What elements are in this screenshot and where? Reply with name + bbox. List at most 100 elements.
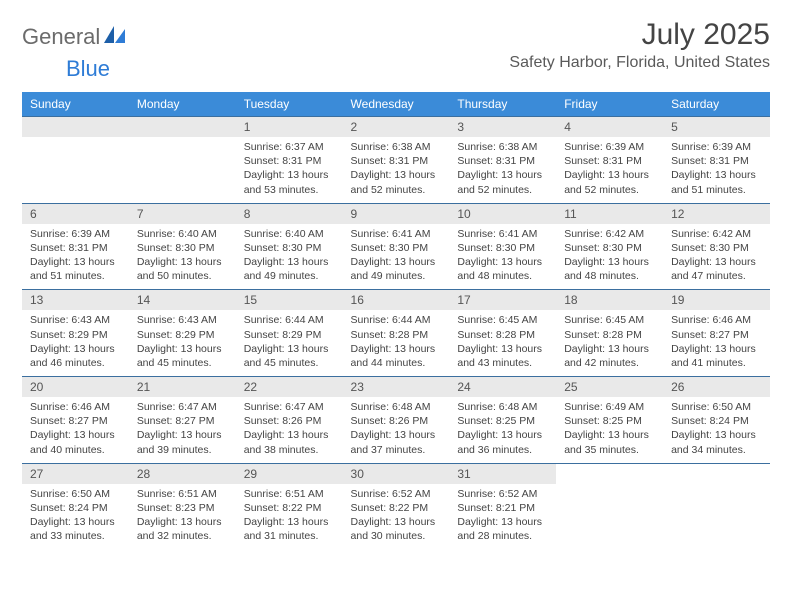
day-number: 18 — [556, 290, 663, 310]
calendar-day-cell: 10Sunrise: 6:41 AMSunset: 8:30 PMDayligh… — [449, 203, 556, 290]
calendar-day-cell: 29Sunrise: 6:51 AMSunset: 8:22 PMDayligh… — [236, 463, 343, 549]
weekday-header: Monday — [129, 92, 236, 117]
calendar-day-cell: 2Sunrise: 6:38 AMSunset: 8:31 PMDaylight… — [343, 117, 450, 204]
calendar-day-cell: 31Sunrise: 6:52 AMSunset: 8:21 PMDayligh… — [449, 463, 556, 549]
day-content: Sunrise: 6:47 AMSunset: 8:27 PMDaylight:… — [129, 397, 236, 463]
weekday-header: Wednesday — [343, 92, 450, 117]
day-content: Sunrise: 6:43 AMSunset: 8:29 PMDaylight:… — [129, 310, 236, 376]
calendar-day-cell: 26Sunrise: 6:50 AMSunset: 8:24 PMDayligh… — [663, 377, 770, 464]
day-number: 30 — [343, 464, 450, 484]
day-number: 22 — [236, 377, 343, 397]
day-content: Sunrise: 6:50 AMSunset: 8:24 PMDaylight:… — [22, 484, 129, 550]
weekday-header-row: SundayMondayTuesdayWednesdayThursdayFrid… — [22, 92, 770, 117]
day-number: 26 — [663, 377, 770, 397]
calendar-row: 13Sunrise: 6:43 AMSunset: 8:29 PMDayligh… — [22, 290, 770, 377]
day-content: Sunrise: 6:52 AMSunset: 8:21 PMDaylight:… — [449, 484, 556, 550]
day-content: Sunrise: 6:48 AMSunset: 8:25 PMDaylight:… — [449, 397, 556, 463]
day-number: 10 — [449, 204, 556, 224]
calendar-day-cell: 16Sunrise: 6:44 AMSunset: 8:28 PMDayligh… — [343, 290, 450, 377]
day-number: 25 — [556, 377, 663, 397]
calendar-day-cell: 18Sunrise: 6:45 AMSunset: 8:28 PMDayligh… — [556, 290, 663, 377]
calendar-day-cell: 27Sunrise: 6:50 AMSunset: 8:24 PMDayligh… — [22, 463, 129, 549]
weekday-header: Thursday — [449, 92, 556, 117]
calendar-day-cell: 20Sunrise: 6:46 AMSunset: 8:27 PMDayligh… — [22, 377, 129, 464]
calendar-row: 27Sunrise: 6:50 AMSunset: 8:24 PMDayligh… — [22, 463, 770, 549]
calendar-row: 6Sunrise: 6:39 AMSunset: 8:31 PMDaylight… — [22, 203, 770, 290]
day-content: Sunrise: 6:50 AMSunset: 8:24 PMDaylight:… — [663, 397, 770, 463]
calendar-day-cell: 8Sunrise: 6:40 AMSunset: 8:30 PMDaylight… — [236, 203, 343, 290]
day-number: 1 — [236, 117, 343, 137]
calendar-day-cell: 28Sunrise: 6:51 AMSunset: 8:23 PMDayligh… — [129, 463, 236, 549]
day-content: Sunrise: 6:52 AMSunset: 8:22 PMDaylight:… — [343, 484, 450, 550]
day-content: Sunrise: 6:40 AMSunset: 8:30 PMDaylight:… — [236, 224, 343, 290]
day-number: 14 — [129, 290, 236, 310]
calendar-day-cell: 12Sunrise: 6:42 AMSunset: 8:30 PMDayligh… — [663, 203, 770, 290]
calendar-day-cell: 25Sunrise: 6:49 AMSunset: 8:25 PMDayligh… — [556, 377, 663, 464]
day-content: Sunrise: 6:39 AMSunset: 8:31 PMDaylight:… — [22, 224, 129, 290]
calendar-day-cell: 14Sunrise: 6:43 AMSunset: 8:29 PMDayligh… — [129, 290, 236, 377]
calendar-table: SundayMondayTuesdayWednesdayThursdayFrid… — [22, 92, 770, 549]
day-content: Sunrise: 6:45 AMSunset: 8:28 PMDaylight:… — [556, 310, 663, 376]
day-number: 11 — [556, 204, 663, 224]
calendar-day-cell: 19Sunrise: 6:46 AMSunset: 8:27 PMDayligh… — [663, 290, 770, 377]
day-number-empty — [22, 117, 129, 137]
day-content: Sunrise: 6:44 AMSunset: 8:28 PMDaylight:… — [343, 310, 450, 376]
calendar-body: 1Sunrise: 6:37 AMSunset: 8:31 PMDaylight… — [22, 117, 770, 550]
calendar-day-cell: 30Sunrise: 6:52 AMSunset: 8:22 PMDayligh… — [343, 463, 450, 549]
day-content: Sunrise: 6:43 AMSunset: 8:29 PMDaylight:… — [22, 310, 129, 376]
day-content: Sunrise: 6:47 AMSunset: 8:26 PMDaylight:… — [236, 397, 343, 463]
day-content: Sunrise: 6:48 AMSunset: 8:26 PMDaylight:… — [343, 397, 450, 463]
day-content: Sunrise: 6:42 AMSunset: 8:30 PMDaylight:… — [663, 224, 770, 290]
calendar-day-cell: 24Sunrise: 6:48 AMSunset: 8:25 PMDayligh… — [449, 377, 556, 464]
day-number: 17 — [449, 290, 556, 310]
day-content: Sunrise: 6:46 AMSunset: 8:27 PMDaylight:… — [663, 310, 770, 376]
calendar-day-cell: 13Sunrise: 6:43 AMSunset: 8:29 PMDayligh… — [22, 290, 129, 377]
day-content: Sunrise: 6:40 AMSunset: 8:30 PMDaylight:… — [129, 224, 236, 290]
calendar-empty-cell — [663, 463, 770, 549]
day-content: Sunrise: 6:38 AMSunset: 8:31 PMDaylight:… — [449, 137, 556, 203]
calendar-day-cell: 15Sunrise: 6:44 AMSunset: 8:29 PMDayligh… — [236, 290, 343, 377]
logo-text-blue: Blue — [66, 56, 110, 81]
day-content: Sunrise: 6:41 AMSunset: 8:30 PMDaylight:… — [449, 224, 556, 290]
day-number: 23 — [343, 377, 450, 397]
day-number: 27 — [22, 464, 129, 484]
weekday-header: Sunday — [22, 92, 129, 117]
calendar-empty-cell — [22, 117, 129, 204]
logo: General — [22, 24, 128, 50]
day-number: 20 — [22, 377, 129, 397]
logo-sail-icon — [104, 26, 126, 49]
calendar-day-cell: 6Sunrise: 6:39 AMSunset: 8:31 PMDaylight… — [22, 203, 129, 290]
calendar-day-cell: 3Sunrise: 6:38 AMSunset: 8:31 PMDaylight… — [449, 117, 556, 204]
day-number: 7 — [129, 204, 236, 224]
day-number: 6 — [22, 204, 129, 224]
day-content: Sunrise: 6:44 AMSunset: 8:29 PMDaylight:… — [236, 310, 343, 376]
day-number: 8 — [236, 204, 343, 224]
page-title: July 2025 — [509, 18, 770, 52]
location-text: Safety Harbor, Florida, United States — [509, 54, 770, 72]
day-content: Sunrise: 6:39 AMSunset: 8:31 PMDaylight:… — [663, 137, 770, 203]
logo-text-general: General — [22, 24, 100, 50]
day-number: 9 — [343, 204, 450, 224]
day-number: 29 — [236, 464, 343, 484]
day-number: 3 — [449, 117, 556, 137]
day-number: 19 — [663, 290, 770, 310]
day-content: Sunrise: 6:42 AMSunset: 8:30 PMDaylight:… — [556, 224, 663, 290]
day-content: Sunrise: 6:49 AMSunset: 8:25 PMDaylight:… — [556, 397, 663, 463]
calendar-day-cell: 22Sunrise: 6:47 AMSunset: 8:26 PMDayligh… — [236, 377, 343, 464]
day-content: Sunrise: 6:39 AMSunset: 8:31 PMDaylight:… — [556, 137, 663, 203]
weekday-header: Tuesday — [236, 92, 343, 117]
day-number: 12 — [663, 204, 770, 224]
calendar-day-cell: 17Sunrise: 6:45 AMSunset: 8:28 PMDayligh… — [449, 290, 556, 377]
day-content: Sunrise: 6:41 AMSunset: 8:30 PMDaylight:… — [343, 224, 450, 290]
day-number: 4 — [556, 117, 663, 137]
day-content: Sunrise: 6:38 AMSunset: 8:31 PMDaylight:… — [343, 137, 450, 203]
day-number: 31 — [449, 464, 556, 484]
calendar-day-cell: 11Sunrise: 6:42 AMSunset: 8:30 PMDayligh… — [556, 203, 663, 290]
calendar-day-cell: 21Sunrise: 6:47 AMSunset: 8:27 PMDayligh… — [129, 377, 236, 464]
calendar-day-cell: 1Sunrise: 6:37 AMSunset: 8:31 PMDaylight… — [236, 117, 343, 204]
day-number: 2 — [343, 117, 450, 137]
calendar-row: 1Sunrise: 6:37 AMSunset: 8:31 PMDaylight… — [22, 117, 770, 204]
day-number: 21 — [129, 377, 236, 397]
day-content: Sunrise: 6:37 AMSunset: 8:31 PMDaylight:… — [236, 137, 343, 203]
day-number: 5 — [663, 117, 770, 137]
